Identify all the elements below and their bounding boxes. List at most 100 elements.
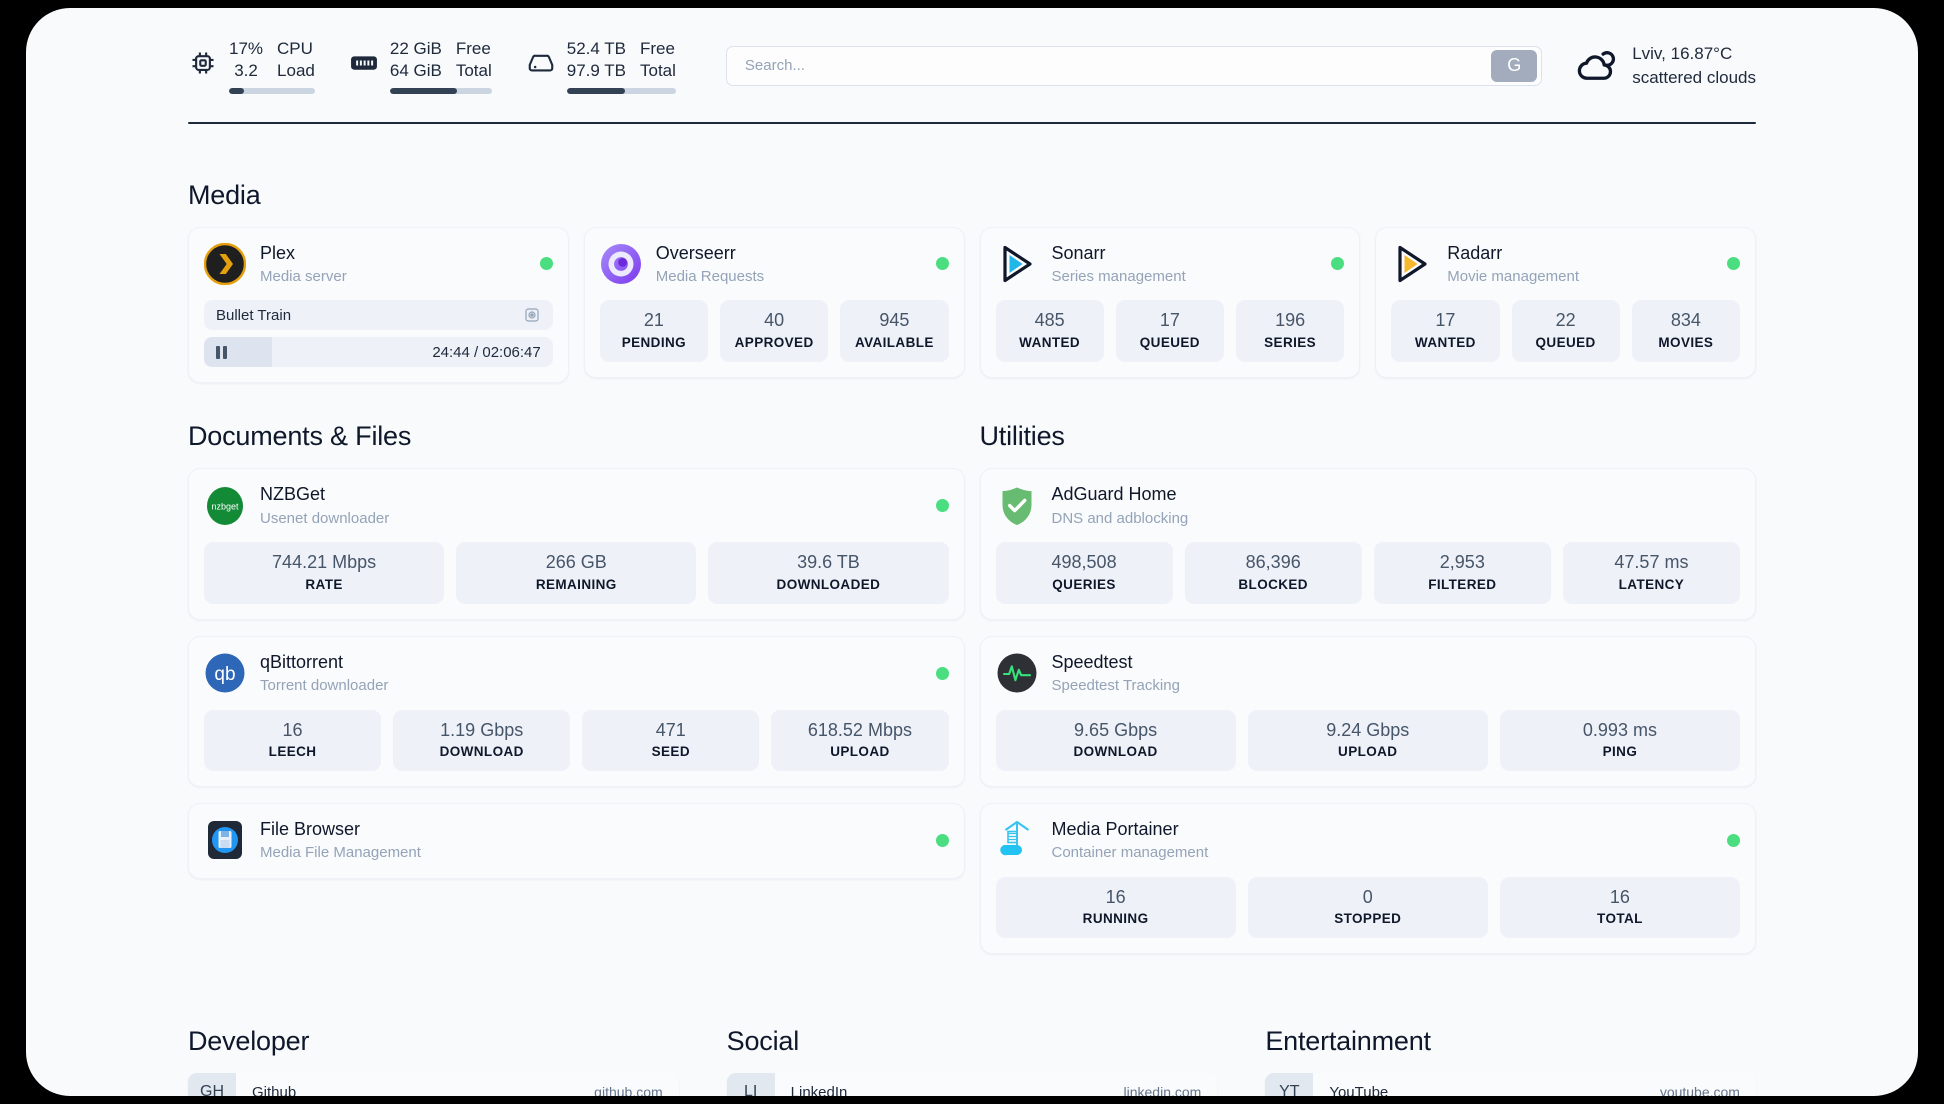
bookmark-abbr: YT — [1265, 1073, 1314, 1096]
stat-tile-value: 266 GB — [545, 552, 607, 573]
service-card-speedtest[interactable]: Speedtest Speedtest Tracking 9.65 Gbps DOWN… — [979, 635, 1756, 787]
stat-value-secondary: 3.2 — [234, 60, 258, 80]
service-subtitle: Speedtest Tracking — [1051, 677, 1180, 695]
stat-value-secondary: 97.9 TB — [566, 60, 626, 80]
stat-tile[interactable]: 22 QUEUED — [1511, 300, 1620, 362]
weather-widget[interactable]: Lviv, 16.87°C scattered clouds — [1576, 42, 1756, 89]
stat-tile[interactable]: 21 PENDING — [599, 300, 708, 362]
now-playing-title: Bullet Train — [216, 306, 292, 324]
status-badge — [1331, 257, 1345, 271]
service-card-sonarr[interactable]: Sonarr Series management 485 WANTED 17 QUEUED… — [979, 226, 1361, 378]
stat-tile[interactable]: 485 WANTED — [995, 300, 1104, 362]
stat-value-primary: 22 GiB — [389, 39, 442, 58]
service-subtitle: Media File Management — [260, 844, 421, 862]
search-bar[interactable]: G — [725, 45, 1543, 86]
cast-icon[interactable] — [523, 306, 541, 324]
pause-icon[interactable] — [216, 345, 227, 359]
stat-tile-label: SEED — [651, 744, 690, 760]
stat-progress-bar — [566, 87, 676, 94]
stat-tile[interactable]: 16 LEECH — [204, 709, 382, 771]
service-title: Overseerr — [655, 242, 736, 263]
service-card-overseerr[interactable]: Overseerr Media Requests 21 PENDING 40 APPROV… — [583, 226, 965, 378]
stat-tile[interactable]: 17 WANTED — [1391, 300, 1500, 362]
stat-value-primary: 52.4 TB — [566, 39, 626, 58]
stat-label-primary: Free — [640, 39, 675, 58]
stats-row: 9.65 Gbps DOWNLOAD 9.24 Gbps UPLOAD 0.993 ms… — [995, 709, 1741, 771]
stat-tile[interactable]: 618.52 Mbps UPLOAD — [771, 709, 949, 771]
stat-tile[interactable]: 47.57 ms LATENCY — [1562, 542, 1740, 604]
stat-tile[interactable]: 498,508 QUERIES — [995, 542, 1173, 604]
stat-tile[interactable]: 40 APPROVED — [720, 300, 829, 362]
stat-tile-value: 196 — [1275, 310, 1306, 331]
service-card-media-portainer[interactable]: Media Portainer Container management 16 RUN… — [979, 802, 1756, 955]
stat-tile-value: 498,508 — [1051, 552, 1117, 573]
bookmark-name: LinkedIn — [790, 1083, 848, 1096]
stat-tile[interactable]: 86,396 BLOCKED — [1184, 542, 1362, 604]
stat-tile[interactable]: 16 RUNNING — [995, 876, 1236, 939]
service-card-plex[interactable]: Plex Media server Bullet Train 24:44 / 02:0… — [188, 226, 569, 384]
stats-row: 16 RUNNING 0 STOPPED 16 TOTAL — [995, 876, 1741, 939]
stat-tile[interactable]: 1.19 Gbps DOWNLOAD — [393, 709, 571, 771]
card-header: Sonarr Series management — [996, 242, 1345, 287]
stat-tile[interactable]: 196 SERIES — [1236, 300, 1345, 362]
service-subtitle: DNS and adblocking — [1051, 509, 1189, 527]
stat-tile[interactable]: 9.24 Gbps UPLOAD — [1247, 709, 1488, 771]
stat-tile-value: 9.24 Gbps — [1326, 719, 1410, 740]
header-bar: 17% 3.2 CPU Load 22 GiB 64 GiB Free Total 52.4 T… — [188, 8, 1756, 94]
stat-tile-label: RATE — [305, 576, 343, 592]
stat-tile-label: DOWNLOAD — [439, 744, 524, 760]
service-card-radarr[interactable]: Radarr Movie management 17 WANTED 22 QUEUED 83… — [1375, 226, 1756, 378]
bookmark-link[interactable]: GH Github github.com — [188, 1073, 679, 1096]
stat-tile-value: 834 — [1670, 310, 1701, 331]
stat-tile-value: 47.57 ms — [1614, 552, 1689, 573]
service-card-file-browser[interactable]: File Browser Media File Management — [188, 802, 965, 879]
stat-tile-value: 40 — [764, 310, 785, 331]
stat-tile-label: WANTED — [1414, 334, 1476, 350]
svg-text:nzbget: nzbget — [211, 501, 239, 511]
service-title: Media Portainer — [1051, 818, 1179, 839]
service-card-nzbget[interactable]: nzbget NZBGet Usenet downloader 744.21 Mbps… — [188, 468, 965, 620]
bookmark-link[interactable]: LI LinkedIn linkedin.com — [726, 1073, 1218, 1096]
stat-tile[interactable]: 2,953 FILTERED — [1373, 542, 1551, 604]
bookmark-group-social: SocialLILinkedInlinkedin.comTWTwittertwi… — [726, 1026, 1218, 1096]
weather-location-temp: Lviv, 16.87°C — [1632, 44, 1733, 64]
stat-tile[interactable]: 0.993 ms PING — [1499, 709, 1741, 771]
bookmark-group-title: Social — [726, 1026, 800, 1057]
disk-icon — [526, 48, 556, 78]
stat-tile-label: REMAINING — [535, 576, 617, 592]
now-playing-title-bar[interactable]: Bullet Train — [204, 300, 553, 331]
bookmark-group-entertainment: EntertainmentYTYouTubeyoutube.comNFNetfl… — [1265, 1026, 1756, 1096]
stat-tile-label: QUEUED — [1139, 334, 1200, 350]
now-playing-progress[interactable]: 24:44 / 02:06:47 — [204, 337, 553, 368]
stat-tile[interactable]: 17 QUEUED — [1115, 300, 1224, 362]
stat-tile[interactable]: 9.65 Gbps DOWNLOAD — [995, 709, 1236, 771]
stat-tile[interactable]: 39.6 TB DOWNLOADED — [708, 542, 949, 604]
section-utilities: Utilities AdGuard Home DNS and adblocking… — [979, 421, 1756, 955]
service-subtitle: Media Requests — [655, 267, 765, 285]
bookmark-link[interactable]: YT YouTube youtube.com — [1265, 1073, 1756, 1096]
search-input[interactable] — [726, 46, 1492, 85]
stat-tile-value: 17 — [1435, 310, 1456, 331]
status-badge — [539, 257, 553, 271]
stat-tile[interactable]: 834 MOVIES — [1631, 300, 1740, 362]
stat-tile[interactable]: 16 TOTAL — [1499, 876, 1741, 939]
stat-tile-value: 86,396 — [1245, 552, 1301, 573]
service-card-adguard-home[interactable]: AdGuard Home DNS and adblocking 498,508 QUE… — [979, 468, 1756, 620]
file-browser-logo-icon — [204, 819, 246, 861]
service-card-qbittorrent[interactable]: qb qBittorrent Torrent downloader 16 LEECH 1.… — [188, 635, 965, 787]
bookmark-group-title: Entertainment — [1265, 1026, 1431, 1057]
search-engine-button[interactable]: G — [1491, 49, 1538, 82]
bookmarks-row: DeveloperGHGithubgithub.comSOStackOverfl… — [188, 1026, 1756, 1096]
stat-tile-label: WANTED — [1019, 334, 1081, 350]
stat-tile-label: BLOCKED — [1238, 576, 1308, 592]
stat-tile-value: 0.993 ms — [1582, 719, 1657, 740]
bookmark-url: linkedin.com — [1123, 1084, 1202, 1096]
stat-label-primary: Free — [455, 39, 491, 58]
weather-description: scattered clouds — [1632, 67, 1756, 87]
stat-tile[interactable]: 945 AVAILABLE — [840, 300, 949, 362]
stat-tile[interactable]: 266 GB REMAINING — [456, 542, 697, 604]
section-documents: Documents & Files nzbget NZBGet Usenet dow… — [188, 421, 965, 879]
stat-tile[interactable]: 0 STOPPED — [1247, 876, 1488, 939]
stat-tile[interactable]: 744.21 Mbps RATE — [204, 542, 445, 604]
stat-tile[interactable]: 471 SEED — [582, 709, 760, 771]
